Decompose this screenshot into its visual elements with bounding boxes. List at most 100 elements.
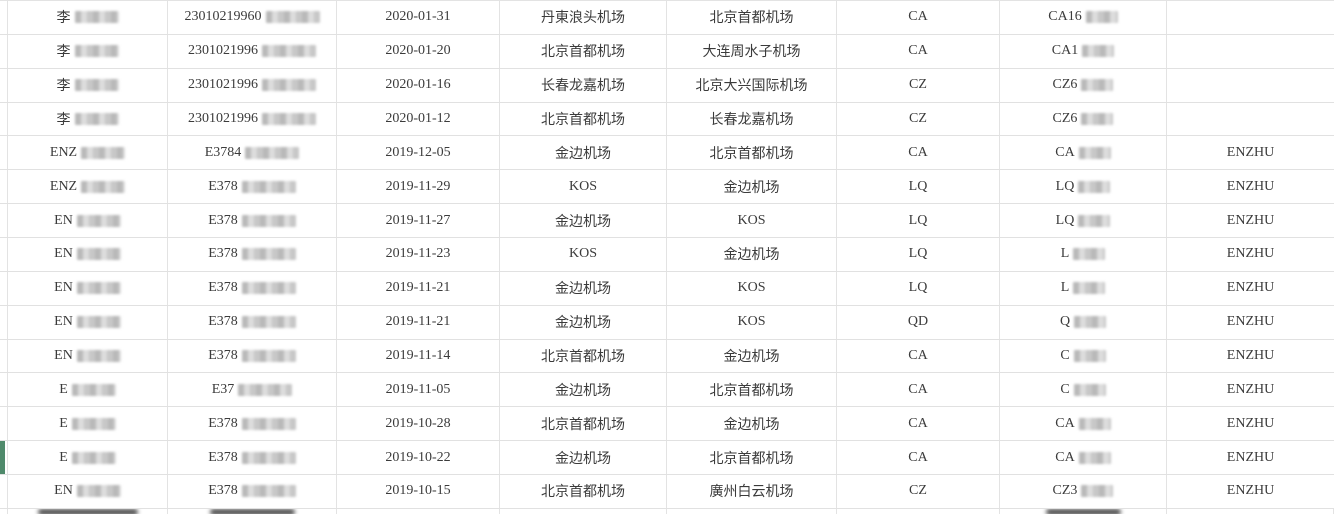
cell-passenger-name[interactable]: EN — [8, 475, 168, 508]
cell-departure-airport[interactable]: 北京首都机场 — [500, 34, 667, 68]
cell-document-number[interactable]: E378 — [168, 407, 337, 441]
cell-passenger-tag[interactable] — [1167, 69, 1334, 102]
cell-flight-number[interactable]: CA — [1000, 441, 1167, 475]
cell-passenger-tag[interactable] — [1167, 1, 1334, 34]
cell-passenger-name[interactable]: EN — [8, 204, 168, 238]
cell-flight-date[interactable]: 2020-01-12 — [337, 102, 500, 136]
cell-document-number[interactable]: E378 — [168, 204, 337, 238]
cell-flight-date[interactable]: 2019-11-14 — [337, 339, 500, 373]
cell-passenger-name[interactable]: E — [8, 407, 168, 441]
cell-flight-number[interactable]: CZ3 — [1000, 475, 1167, 508]
cell-passenger-name[interactable]: EN — [8, 271, 168, 305]
cell-flight-number[interactable]: C — [1000, 373, 1167, 407]
cell-arrival-airport[interactable]: 大连周水子机场 — [667, 34, 837, 68]
cell-arrival-airport[interactable]: 北京首都机场 — [667, 373, 837, 407]
cell-passenger-name[interactable]: 李 — [8, 68, 168, 102]
cell-airline-code[interactable]: CA — [837, 339, 1000, 373]
cell-passenger-name[interactable]: 李 — [8, 102, 168, 136]
cell-flight-number[interactable]: CA — [1000, 407, 1167, 441]
cell-airline-code[interactable]: CZ — [837, 102, 1000, 136]
cell-airline-code[interactable]: CZ — [837, 68, 1000, 102]
cell-passenger-tag[interactable]: ENZHU — [1167, 373, 1334, 406]
cell-document-number[interactable]: 2301021996 — [168, 102, 337, 136]
cell-airline-code[interactable]: LQ — [837, 238, 1000, 271]
cell-flight-number[interactable]: CA — [1000, 136, 1167, 170]
cell-departure-airport[interactable]: 北京首都机场 — [500, 339, 667, 373]
cell-document-number[interactable]: E37 — [168, 373, 337, 407]
cell-passenger-name[interactable]: EN — [8, 238, 168, 271]
cell-flight-date[interactable]: 2019-11-29 — [337, 170, 500, 204]
cell-departure-airport[interactable]: 金边机场 — [500, 441, 667, 475]
cell-airline-code[interactable]: CA — [837, 136, 1000, 170]
cell-arrival-airport[interactable]: 北京首都机场 — [667, 1, 837, 34]
cell-arrival-airport[interactable]: 金边机场 — [667, 339, 837, 373]
cell-passenger-tag[interactable] — [1167, 103, 1334, 136]
cell-flight-date[interactable]: 2019-11-05 — [337, 373, 500, 407]
cell-airline-code[interactable]: LQ — [837, 204, 1000, 238]
cell-flight-number[interactable]: CZ6 — [1000, 102, 1167, 136]
cell-flight-number[interactable]: LQ — [1000, 204, 1167, 238]
cell-document-number[interactable]: E378 — [168, 441, 337, 475]
cell-flight-number[interactable]: CA1 — [1000, 34, 1167, 68]
cell-airline-code[interactable]: CA — [837, 1, 1000, 34]
cell-flight-number[interactable]: LQ — [1000, 170, 1167, 204]
cell-passenger-name[interactable]: E — [8, 441, 168, 475]
cell-passenger-name[interactable]: 李 — [8, 34, 168, 68]
cell-document-number[interactable]: E378 — [168, 339, 337, 373]
cell-departure-airport[interactable]: KOS — [500, 238, 667, 271]
cell-flight-date[interactable]: 2019-12-05 — [337, 136, 500, 170]
cell-arrival-airport[interactable]: 廣州白云机场 — [667, 475, 837, 508]
cell-departure-airport[interactable]: 金边机场 — [500, 204, 667, 238]
cell-departure-airport[interactable]: 北京首都机场 — [500, 407, 667, 441]
cell-passenger-name[interactable]: E — [8, 373, 168, 407]
cell-passenger-tag[interactable]: ENZHU — [1167, 136, 1334, 169]
cell-arrival-airport[interactable]: KOS — [667, 271, 837, 305]
cell-departure-airport[interactable]: 长春龙嘉机场 — [500, 68, 667, 102]
cell-airline-code[interactable]: CA — [837, 441, 1000, 475]
cell-document-number[interactable]: E378 — [168, 475, 337, 508]
cell-passenger-tag[interactable] — [1167, 35, 1334, 68]
cell-document-number[interactable]: E378 — [168, 271, 337, 305]
cell-flight-number[interactable]: L — [1000, 271, 1167, 305]
cell-airline-code[interactable]: LQ — [837, 271, 1000, 305]
cell-departure-airport[interactable]: 金边机场 — [500, 373, 667, 407]
cell-flight-number[interactable]: CA16 — [1000, 1, 1167, 34]
cell-passenger-tag[interactable]: ENZHU — [1167, 407, 1334, 440]
cell-flight-date[interactable]: 2019-11-21 — [337, 271, 500, 305]
cell-departure-airport[interactable]: 北京首都机场 — [500, 102, 667, 136]
cell-flight-date[interactable]: 2019-11-21 — [337, 305, 500, 339]
cell-arrival-airport[interactable]: 北京首都机场 — [667, 136, 837, 170]
cell-arrival-airport[interactable]: 长春龙嘉机场 — [667, 102, 837, 136]
cell-passenger-tag[interactable]: ENZHU — [1167, 204, 1334, 237]
cell-airline-code[interactable]: CA — [837, 373, 1000, 407]
cell-arrival-airport[interactable]: 金边机场 — [667, 407, 837, 441]
cell-departure-airport[interactable]: 金边机场 — [500, 271, 667, 305]
cell-passenger-tag[interactable]: ENZHU — [1167, 340, 1334, 373]
cell-departure-airport[interactable]: 北京首都机场 — [500, 475, 667, 508]
cell-flight-date[interactable]: 2020-01-20 — [337, 34, 500, 68]
cell-airline-code[interactable]: LQ — [837, 170, 1000, 204]
cell-document-number[interactable]: 23010219960 — [168, 1, 337, 34]
cell-arrival-airport[interactable]: 北京大兴国际机场 — [667, 68, 837, 102]
cell-document-number[interactable]: E378 — [168, 305, 337, 339]
cell-airline-code[interactable]: QD — [837, 305, 1000, 339]
cell-document-number[interactable]: 2301021996 — [168, 68, 337, 102]
cell-document-number[interactable]: E378 — [168, 238, 337, 271]
cell-arrival-airport[interactable]: 金边机场 — [667, 170, 837, 204]
cell-document-number[interactable]: 2301021996 — [168, 34, 337, 68]
cell-flight-date[interactable]: 2019-11-23 — [337, 238, 500, 271]
cell-departure-airport[interactable]: 金边机场 — [500, 305, 667, 339]
cell-arrival-airport[interactable]: 金边机场 — [667, 238, 837, 271]
cell-passenger-name[interactable]: ENZ — [8, 170, 168, 204]
cell-document-number[interactable]: E378 — [168, 170, 337, 204]
cell-flight-date[interactable]: 2019-10-15 — [337, 475, 500, 508]
cell-passenger-name[interactable]: EN — [8, 305, 168, 339]
cell-passenger-tag[interactable]: ENZHU — [1167, 306, 1334, 339]
cell-flight-number[interactable]: CZ6 — [1000, 68, 1167, 102]
cell-departure-airport[interactable]: 金边机场 — [500, 136, 667, 170]
cell-passenger-name[interactable]: ENZ — [8, 136, 168, 170]
cell-arrival-airport[interactable]: KOS — [667, 305, 837, 339]
cell-flight-number[interactable]: L — [1000, 238, 1167, 271]
cell-airline-code[interactable]: CZ — [837, 475, 1000, 508]
cell-passenger-tag[interactable]: ENZHU — [1167, 441, 1334, 474]
